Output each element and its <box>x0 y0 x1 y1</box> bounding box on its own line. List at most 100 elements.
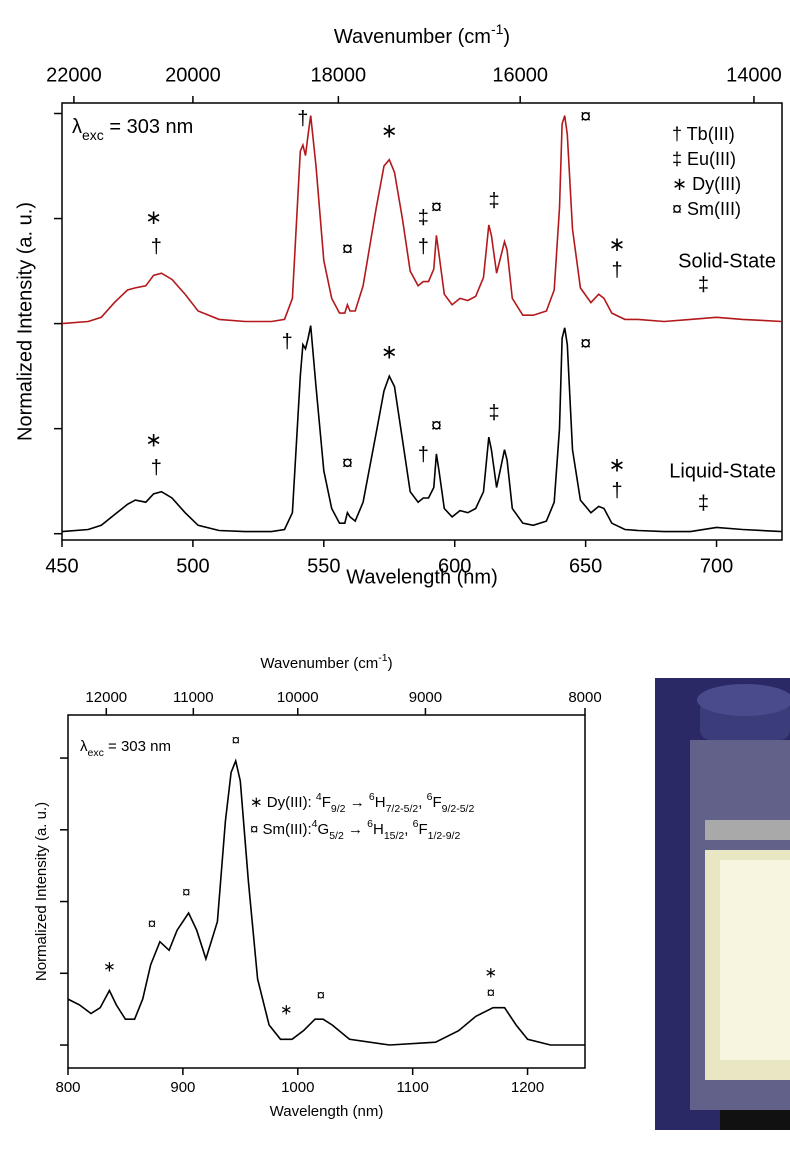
series-label: Solid-State <box>678 250 776 272</box>
excitation-note-part: = 303 nm <box>104 738 171 755</box>
x-axis-title: Wavelength (nm) <box>346 566 498 588</box>
peak-symbol: † <box>151 457 162 479</box>
peak-symbol: ‡ <box>488 402 499 424</box>
assignment-line-part: → <box>346 794 369 811</box>
peak-symbol: † <box>611 480 622 502</box>
peak-symbol: ‡ <box>418 207 429 229</box>
peak-symbol: ¤ <box>431 415 442 437</box>
x2-tick-label: 9000 <box>409 689 442 706</box>
x-tick-label: 1100 <box>397 1079 429 1096</box>
spectrum-line <box>67 758 585 1046</box>
excitation-note-part: λ <box>80 738 88 755</box>
assignment-line-part: F <box>418 821 427 838</box>
x-tick-label: 550 <box>307 555 340 577</box>
symbol-legend-entry: ∗ Dy(III) <box>672 174 741 194</box>
peak-symbol: ¤ <box>580 106 591 128</box>
peak-symbol: † <box>418 444 429 466</box>
assignment-line-part: 6 <box>413 818 419 830</box>
x2-axis-title-part: ) <box>503 26 510 48</box>
x2-tick-label: 18000 <box>311 64 367 86</box>
peak-symbol: ¤ <box>487 984 495 1001</box>
peak-symbol: † <box>418 236 429 258</box>
y-axis-title: Normalized Intensity (a. u.) <box>14 202 36 441</box>
excitation-note: λexc = 303 nm <box>72 116 193 142</box>
assignment-line: ¤ Sm(III):4G5/2 → 6H15/2, 6F1/2-9/2 <box>250 818 460 842</box>
peak-symbol: ∗ <box>485 964 498 981</box>
symbol-legend-entry: ¤ Sm(III) <box>672 199 741 219</box>
assignment-line-part: 1/2-9/2 <box>428 830 461 842</box>
assignment-line-part: F <box>432 794 441 811</box>
peak-symbol: ¤ <box>431 196 442 218</box>
x2-axis-title: Wavenumber (cm-1) <box>260 652 392 672</box>
peak-symbol: ¤ <box>342 238 353 260</box>
peak-symbol: ¤ <box>232 732 240 749</box>
peak-symbol: ‡ <box>488 190 499 212</box>
assignment-line-part: ∗ Dy(III): <box>250 794 316 811</box>
x2-axis-title-part: -1 <box>491 21 504 37</box>
x-axis-title: Wavelength (nm) <box>270 1103 384 1120</box>
assignment-line-part: 6 <box>369 791 375 803</box>
assignment-line-part: , <box>418 794 426 811</box>
assignment-line-part: F <box>322 794 331 811</box>
assignment-line-part: 4 <box>312 818 318 830</box>
x-tick-label: 600 <box>438 555 471 577</box>
y-axis-title: Normalized Intensity (a. u.) <box>33 802 50 981</box>
assignment-line-part: H <box>373 821 384 838</box>
x2-axis-title: Wavenumber (cm-1) <box>334 21 510 49</box>
assignment-line-part: 6 <box>367 818 373 830</box>
plot-frame <box>67 714 586 1069</box>
x2-tick-label: 20000 <box>165 64 221 86</box>
assignment-line-part: G <box>318 821 330 838</box>
x2-tick-label: 10000 <box>277 689 319 706</box>
peak-symbol: ∗ <box>381 341 398 363</box>
x2-tick-label: 22000 <box>46 64 102 86</box>
x-tick-label: 650 <box>569 555 602 577</box>
assignment-line-part: 5/2 <box>329 830 344 842</box>
x2-tick-label: 14000 <box>726 64 782 86</box>
peak-symbol: † <box>151 236 162 258</box>
assignment-line-part: → <box>344 821 367 838</box>
x2-axis-title-part: -1 <box>378 652 387 664</box>
x-tick-label: 1000 <box>281 1079 314 1096</box>
x2-tick-label: 12000 <box>85 689 127 706</box>
series-label: Liquid-State <box>669 460 776 482</box>
symbol-legend-entry: † Tb(III) <box>672 124 735 144</box>
assignment-line-part: 7/2-5/2 <box>386 803 419 815</box>
spectrum-line <box>61 115 783 325</box>
peak-symbol: ¤ <box>182 884 190 901</box>
spectrum-line <box>61 325 783 533</box>
x2-axis-title-part: ) <box>388 655 393 672</box>
x2-axis-title-part: Wavenumber (cm <box>334 26 491 48</box>
peak-symbol: ∗ <box>609 234 626 256</box>
peak-symbol: ∗ <box>280 1002 293 1019</box>
assignment-line: ∗ Dy(III): 4F9/2 → 6H7/2-5/2, 6F9/2-5/2 <box>250 791 474 815</box>
assignment-line-part: 6 <box>427 791 433 803</box>
x-tick-label: 900 <box>170 1079 195 1096</box>
peak-symbol: ‡ <box>698 274 709 296</box>
assignment-line-part: H <box>375 794 386 811</box>
excitation-note-part: exc <box>82 127 104 143</box>
peak-symbol: † <box>297 108 308 130</box>
x-tick-label: 450 <box>45 555 78 577</box>
x-tick-label: 500 <box>176 555 209 577</box>
assignment-line-part: 9/2 <box>331 803 346 815</box>
peak-symbol: ∗ <box>103 959 116 976</box>
assignment-line-part: 15/2 <box>384 830 405 842</box>
peak-symbol: ¤ <box>342 453 353 475</box>
peak-symbol: ¤ <box>580 333 591 355</box>
peak-symbol: ¤ <box>148 915 156 932</box>
peak-symbol: ∗ <box>145 430 162 452</box>
peak-symbol: † <box>611 259 622 281</box>
x-tick-label: 700 <box>700 555 733 577</box>
assignment-line-part: , <box>404 821 412 838</box>
excitation-note-part: = 303 nm <box>104 116 194 138</box>
peak-symbol: † <box>282 331 293 353</box>
x2-tick-label: 11000 <box>173 689 214 706</box>
x-tick-label: 1200 <box>511 1079 544 1096</box>
x2-tick-label: 16000 <box>492 64 548 86</box>
excitation-note-part: λ <box>72 116 82 138</box>
assignment-line-part: ¤ Sm(III): <box>250 821 312 838</box>
x-tick-label: 800 <box>55 1079 80 1096</box>
x2-tick-label: 8000 <box>568 689 601 706</box>
